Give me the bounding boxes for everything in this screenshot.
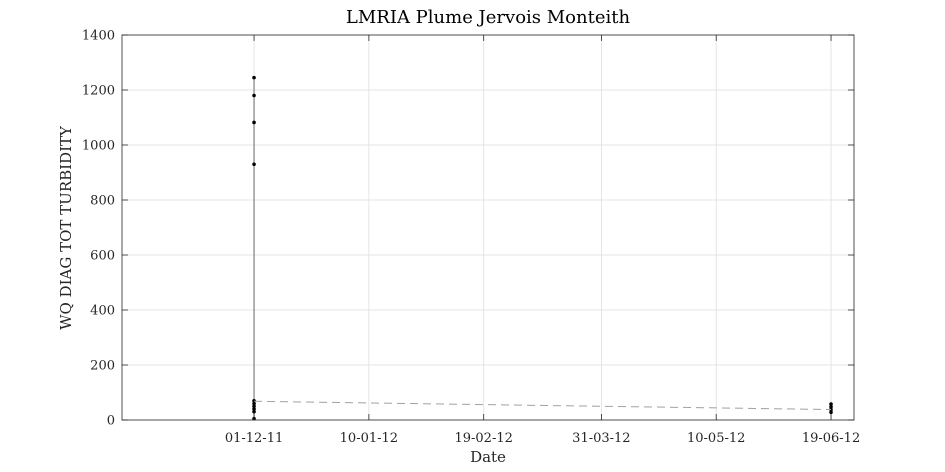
y-tick-label: 1400 [82, 29, 115, 44]
x-axis-label: Date [470, 448, 506, 466]
y-tick-labels: 0 200 400 600 800 1000 1200 1400 [82, 29, 115, 429]
x-tick-label: 10-01-12 [340, 431, 398, 446]
y-tick-label: 0 [107, 414, 115, 429]
y-tick-label: 600 [90, 249, 115, 264]
x-tick-label: 31-03-12 [572, 431, 630, 446]
series-1-dashed-line [254, 400, 832, 411]
series-0-point [829, 402, 833, 406]
series-0-point [252, 409, 256, 414]
series-0-point [252, 401, 256, 406]
y-tick-label: 200 [90, 359, 115, 374]
series-0-point [252, 162, 256, 167]
plot-area [122, 35, 854, 420]
y-axis-label: WQ DIAG TOT TURBIDITY [57, 125, 75, 330]
x-tick-label: 01-12-11 [225, 431, 283, 446]
series-0-point [252, 75, 256, 80]
series-0-point [829, 410, 833, 415]
plot-border [121, 34, 855, 421]
y-tick-label: 1000 [82, 139, 115, 154]
x-tick-label: 19-06-12 [802, 431, 860, 446]
series-layer [252, 75, 833, 421]
x-tick-label: 19-02-12 [454, 431, 512, 446]
series-0-point [252, 404, 256, 409]
x-tick-label: 10-05-12 [687, 431, 745, 446]
series-0-point [252, 93, 256, 98]
series-0-point [829, 405, 833, 409]
ticks [122, 34, 854, 421]
x-tick-labels: 01-12-11 10-01-12 19-02-12 31-03-12 10-05-12… [225, 431, 860, 446]
chart-title: LMRIA Plume Jervois Monteith [346, 7, 631, 28]
y-tick-label: 1200 [82, 84, 115, 99]
y-tick-label: 400 [90, 304, 115, 319]
y-tick-label: 800 [90, 194, 115, 209]
series-0-point [252, 407, 256, 411]
series-0-point [252, 120, 256, 125]
